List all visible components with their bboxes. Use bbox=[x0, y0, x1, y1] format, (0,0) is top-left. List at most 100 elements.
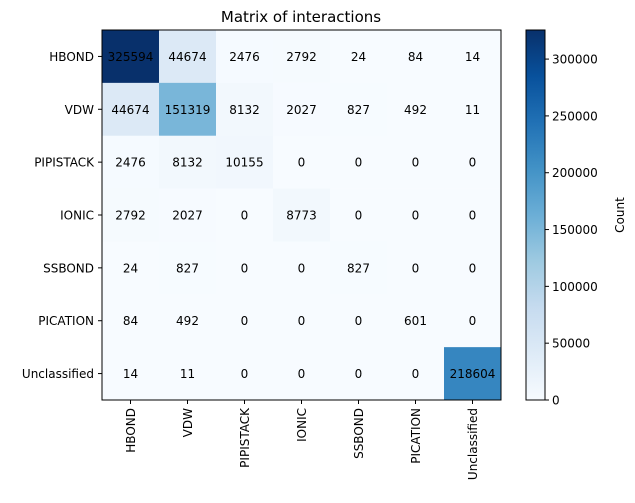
heatmap-cell bbox=[159, 294, 217, 348]
heatmap-cell bbox=[102, 135, 160, 189]
heatmap-cell bbox=[387, 30, 445, 84]
heatmap-cell bbox=[273, 82, 331, 137]
cell-value-label: 0 bbox=[241, 314, 249, 328]
heatmap-cell bbox=[444, 294, 502, 348]
cell-value-label: 0 bbox=[412, 367, 420, 381]
heatmap-cell bbox=[444, 30, 502, 84]
y-tick-label: Unclassified bbox=[22, 367, 94, 381]
cell-value-label: 0 bbox=[355, 156, 363, 170]
cell-value-label: 0 bbox=[241, 209, 249, 223]
heatmap-cell bbox=[387, 135, 445, 189]
heatmap-cell bbox=[444, 82, 502, 137]
heatmap-cell bbox=[273, 135, 331, 189]
cell-value-label: 0 bbox=[355, 209, 363, 223]
colorbar-tick-label: 300000 bbox=[552, 53, 598, 67]
cell-value-label: 0 bbox=[241, 261, 249, 275]
heatmap-cell bbox=[330, 294, 388, 348]
heatmap-cell bbox=[330, 30, 388, 84]
cell-value-label: 2476 bbox=[115, 156, 146, 170]
cell-value-label: 492 bbox=[176, 314, 199, 328]
cell-value-label: 84 bbox=[123, 314, 138, 328]
colorbar-tick-label: 0 bbox=[552, 394, 560, 408]
cell-value-label: 0 bbox=[298, 261, 306, 275]
cell-value-label: 8773 bbox=[286, 209, 317, 223]
cell-value-label: 0 bbox=[355, 314, 363, 328]
cell-value-label: 8132 bbox=[229, 103, 260, 117]
cell-value-label: 0 bbox=[412, 261, 420, 275]
chart-title: Matrix of interactions bbox=[221, 8, 381, 26]
x-tick-label: IONIC bbox=[295, 408, 309, 442]
cell-value-label: 44674 bbox=[168, 50, 206, 64]
heatmap-cell bbox=[216, 135, 274, 189]
heatmap-cell bbox=[330, 188, 388, 242]
heatmap-cells bbox=[102, 30, 502, 401]
heatmap-cell bbox=[216, 188, 274, 242]
colorbar-tick-label: 250000 bbox=[552, 109, 598, 123]
cell-value-label: 0 bbox=[469, 156, 477, 170]
heatmap-cell bbox=[387, 82, 445, 137]
cell-value-label: 0 bbox=[412, 156, 420, 170]
x-tick-label: PICATION bbox=[409, 408, 423, 464]
colorbar bbox=[525, 29, 546, 401]
heatmap-cell bbox=[330, 135, 388, 189]
colorbar-ticks: 0 50000 100000 150000 200000 250000 300000 bbox=[545, 53, 598, 408]
heatmap-cell bbox=[444, 347, 502, 401]
cell-value-label: 827 bbox=[347, 103, 370, 117]
cell-value-label: 14 bbox=[123, 367, 138, 381]
cell-value-label: 0 bbox=[469, 209, 477, 223]
cell-value-label: 44674 bbox=[111, 103, 149, 117]
heatmap-cell bbox=[216, 30, 274, 84]
colorbar-tick-label: 150000 bbox=[552, 223, 598, 237]
heatmap-cell bbox=[273, 347, 331, 401]
cell-value-label: 0 bbox=[241, 367, 249, 381]
y-tick-label: IONIC bbox=[60, 209, 94, 223]
x-axis: HBOND VDW PIPISTACK IONIC SSBOND PICATION Uncl… bbox=[124, 400, 480, 480]
heatmap-cell bbox=[387, 241, 445, 295]
heatmap-cell bbox=[330, 241, 388, 295]
cell-value-label: 0 bbox=[298, 367, 306, 381]
heatmap-cell bbox=[102, 188, 160, 242]
heatmap-cell bbox=[159, 82, 217, 137]
cell-value-label: 0 bbox=[355, 367, 363, 381]
heatmap-cell bbox=[330, 347, 388, 401]
cell-value-label: 0 bbox=[469, 314, 477, 328]
cell-value-label: 601 bbox=[404, 314, 427, 328]
colorbar-tick-label: 100000 bbox=[552, 280, 598, 294]
heatmap-cell bbox=[102, 347, 160, 401]
heatmap-cell bbox=[444, 241, 502, 295]
cell-value-label: 2792 bbox=[115, 209, 146, 223]
cell-value-label: 827 bbox=[347, 261, 370, 275]
cell-value-label: 8132 bbox=[172, 156, 203, 170]
cell-value-label: 84 bbox=[408, 50, 423, 64]
heatmap-cell bbox=[387, 294, 445, 348]
x-tick-label: VDW bbox=[181, 408, 195, 437]
heatmap-cell bbox=[216, 347, 274, 401]
cell-value-label: 151319 bbox=[165, 103, 211, 117]
y-tick-label: PICATION bbox=[38, 314, 94, 328]
heatmap-cell bbox=[444, 188, 502, 242]
heatmap-cell bbox=[273, 188, 331, 242]
heatmap-cell bbox=[216, 241, 274, 295]
cell-value-label: 2792 bbox=[286, 50, 317, 64]
heatmap-cell bbox=[216, 294, 274, 348]
cell-value-label: 0 bbox=[298, 156, 306, 170]
cell-value-label: 0 bbox=[298, 314, 306, 328]
colorbar-tick-label: 200000 bbox=[552, 166, 598, 180]
cell-value-label: 2027 bbox=[172, 209, 203, 223]
heatmap-cell bbox=[102, 294, 160, 348]
heatmap-cell bbox=[387, 188, 445, 242]
heatmap-cell bbox=[159, 30, 217, 84]
cell-value-label: 218604 bbox=[450, 367, 496, 381]
heatmap-cell bbox=[159, 135, 217, 189]
cell-value-label: 11 bbox=[465, 103, 480, 117]
y-tick-label: HBOND bbox=[49, 50, 94, 64]
heatmap-cell bbox=[102, 241, 160, 295]
heatmap-cell-labels: 325594 44674 2476 2792 24 84 14 44674 151319 8132… bbox=[108, 50, 496, 381]
heatmap-cell bbox=[330, 82, 388, 137]
cell-value-label: 2027 bbox=[286, 103, 317, 117]
y-tick-label: SSBOND bbox=[43, 261, 94, 275]
cell-value-label: 325594 bbox=[108, 50, 154, 64]
x-tick-label: SSBOND bbox=[352, 408, 366, 459]
x-tick-label: PIPISTACK bbox=[238, 407, 252, 468]
